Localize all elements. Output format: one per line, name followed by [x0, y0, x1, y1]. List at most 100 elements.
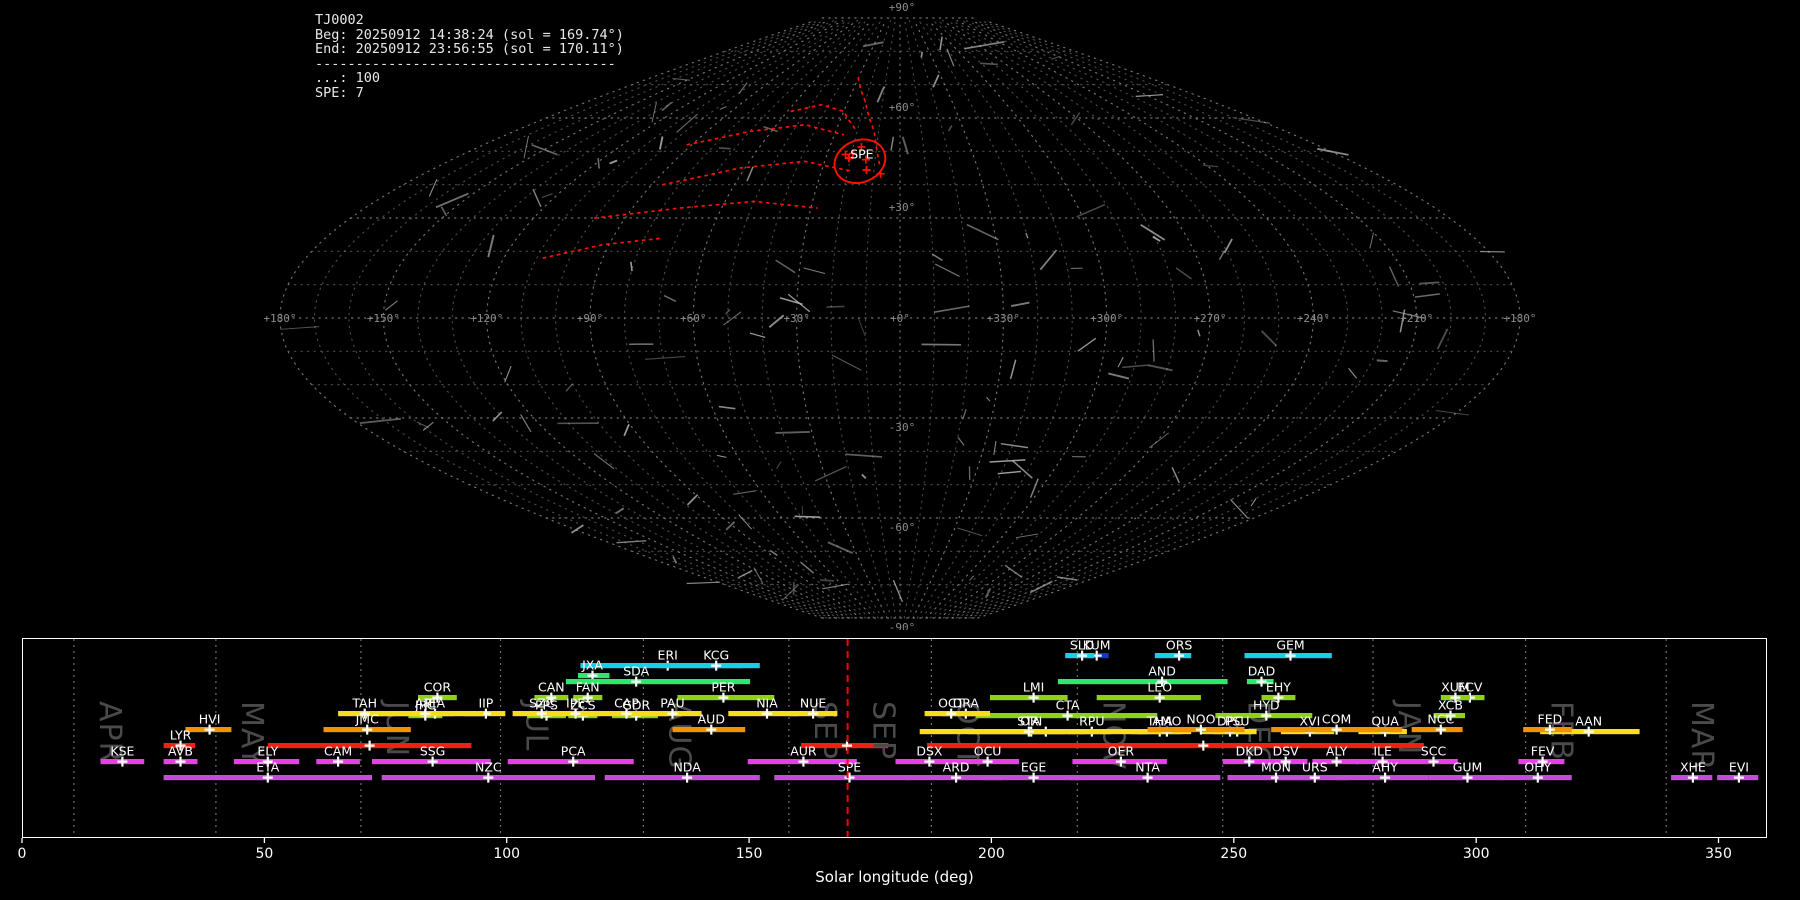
- shower-activity-bar[interactable]: [1057, 679, 1228, 685]
- shower-peak-marker: [1062, 710, 1073, 721]
- sky-lon-label: +270°: [1193, 312, 1226, 325]
- sky-lon-label: +30°: [783, 312, 810, 325]
- shower-peak-marker: [432, 692, 443, 703]
- x-tick-label: 100: [493, 846, 520, 862]
- shower-code-label: NCC: [1427, 712, 1454, 727]
- shower-activity-bar[interactable]: [927, 743, 1424, 749]
- shower-code-label: THA: [1146, 714, 1173, 729]
- shower-activity-bar[interactable]: [565, 679, 751, 685]
- shower-code-label: COM: [1322, 712, 1351, 727]
- shower-activity-bar[interactable]: [660, 663, 760, 669]
- shower-code-label: ECV: [1457, 680, 1483, 695]
- shower-peak-marker: [1309, 772, 1320, 783]
- shower-code-label: LMI: [1023, 680, 1044, 695]
- shower-code-label: EGE: [1021, 760, 1047, 775]
- shower-activity-bar[interactable]: [774, 775, 910, 781]
- month-label: APR: [92, 701, 127, 763]
- sky-map-svg: SPE +90° +60° +30° -30° -60° -90° +180° +150° +12…: [263, 1, 1536, 630]
- shower-peak-marker: [631, 676, 642, 687]
- sky-lon-label: +180°: [263, 312, 296, 325]
- shower-code-label: NTA: [1135, 760, 1160, 775]
- sky-lat-label: +30°: [889, 201, 916, 214]
- shower-code-label: DSV: [1273, 744, 1300, 759]
- shower-peak-marker: [587, 670, 598, 681]
- shower-peak-marker: [333, 756, 344, 767]
- sky-lon-label: +120°: [470, 312, 503, 325]
- month-label: JUL: [519, 699, 554, 752]
- shower-code-label: EVI: [1729, 760, 1749, 775]
- activity-timeline-panel[interactable]: APRMAYJUNJULAUGSEPOCTNOVDECJANFEBMARERIK…: [22, 638, 1767, 838]
- shower-code-label: NOO: [1186, 712, 1215, 727]
- shower-peak-marker: [1331, 724, 1342, 735]
- shower-peak-marker: [798, 756, 809, 767]
- shower-code-label: AAN: [1575, 714, 1602, 729]
- shower-code-label: AND: [1148, 664, 1176, 679]
- shower-peak-marker: [546, 692, 557, 703]
- shower-peak-marker: [1142, 772, 1153, 783]
- x-tick-label: 50: [255, 846, 273, 862]
- shower-peak-marker: [117, 756, 128, 767]
- shower-peak-marker: [711, 660, 722, 671]
- shower-activity-bar[interactable]: [1154, 653, 1192, 659]
- shower-code-label: DPC: [1217, 714, 1243, 729]
- shower-peak-marker: [1445, 710, 1456, 721]
- shower-peak-marker: [1280, 756, 1291, 767]
- shower-peak-marker: [1028, 772, 1039, 783]
- shower-peak-marker: [483, 772, 494, 783]
- shower-peak-marker: [844, 772, 855, 783]
- shower-peak-marker: [718, 692, 729, 703]
- shower-code-label: LYR: [170, 728, 192, 743]
- shower-code-label: OCT: [938, 696, 965, 711]
- sky-lat-label: +90°: [889, 1, 916, 14]
- shower-code-label: RPU: [1079, 714, 1104, 729]
- shower-code-label: TAH: [351, 696, 377, 711]
- current-month-marker-label: SEP: [866, 701, 901, 760]
- shower-peak-marker: [1331, 756, 1342, 767]
- shower-code-label: KCG: [703, 648, 729, 663]
- x-tick-label: 200: [978, 846, 1005, 862]
- shower-peak-marker: [1115, 756, 1126, 767]
- shower-code-label: HVI: [199, 712, 221, 727]
- shower-code-label: SLD: [1070, 639, 1095, 653]
- shower-peak-marker: [1285, 650, 1296, 661]
- shower-code-label: NUE: [800, 696, 826, 711]
- shower-code-label: KUM: [1083, 639, 1111, 653]
- shower-peak-marker: [175, 740, 186, 751]
- x-tick-label: 0: [18, 846, 27, 862]
- shower-peak-marker: [362, 724, 373, 735]
- shower-peak-marker: [1198, 740, 1209, 751]
- shower-code-label: DKD: [1236, 744, 1263, 759]
- sky-lon-label: +90°: [577, 312, 604, 325]
- shower-peak-marker: [1733, 772, 1744, 783]
- shower-peak-marker: [762, 708, 772, 719]
- shower-peak-marker: [420, 708, 431, 719]
- shower-code-label: AVB: [168, 744, 193, 759]
- shower-peak-marker: [924, 756, 935, 767]
- shower-code-label: PSU: [1225, 714, 1250, 729]
- shower-code-label: GEM: [1276, 639, 1304, 653]
- spe-radiant-label: SPE: [850, 146, 873, 161]
- header-rule: -------------------------------------: [315, 55, 616, 72]
- shower-code-label: SPE: [838, 760, 861, 775]
- sky-lat-label: -30°: [889, 421, 916, 434]
- shower-code-label: JMC: [355, 712, 379, 727]
- shower-peak-marker: [1537, 756, 1548, 767]
- sky-lat-label: +60°: [889, 101, 916, 114]
- shower-code-label: STA: [1017, 714, 1041, 729]
- shower-code-label: NDA: [673, 760, 701, 775]
- shower-code-label: XVI: [1299, 714, 1320, 729]
- sky-map-panel[interactable]: SPE +90° +60° +30° -30° -60° -90° +180° +150° +12…: [0, 0, 1800, 630]
- shower-activity-bar[interactable]: [1096, 695, 1201, 701]
- shower-code-label: ARD: [943, 760, 970, 775]
- shower-code-label: XHE: [1680, 760, 1706, 775]
- x-axis: 0 50 100 150 200 250 300 350 Solar longitude (de…: [18, 838, 1732, 886]
- sky-lat-label: -90°: [889, 621, 916, 630]
- shower-code-label: ELY: [257, 744, 278, 759]
- shower-code-label: ETA: [256, 760, 280, 775]
- shower-peak-marker: [1023, 726, 1034, 737]
- shower-peak-marker: [536, 708, 547, 719]
- header-beg: Beg: 20250912 14:38:24 (sol = 169.74°): [315, 26, 624, 43]
- shower-peak-marker: [262, 772, 273, 783]
- shower-peak-marker: [1028, 692, 1039, 703]
- shower-code-label: KSE: [110, 744, 134, 759]
